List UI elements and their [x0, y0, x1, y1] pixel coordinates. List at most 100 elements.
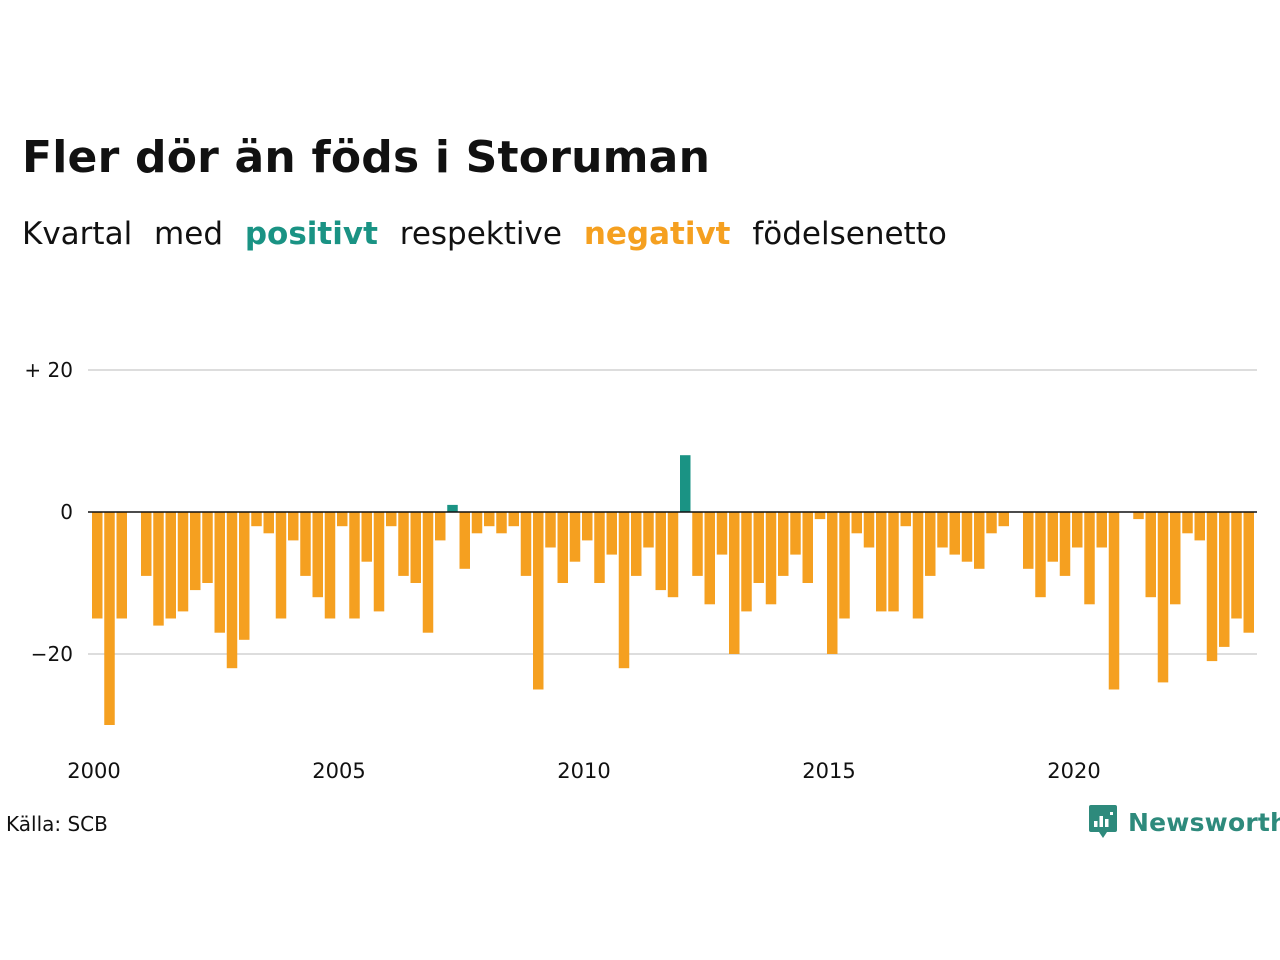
bar: [1035, 512, 1046, 598]
x-tick-label: 2020: [1047, 759, 1100, 783]
bar: [1219, 512, 1230, 647]
bar: [275, 512, 287, 619]
bar: [496, 512, 507, 534]
legend-negative-label: negativt: [583, 216, 731, 252]
bar: [508, 512, 519, 527]
bar: [569, 512, 581, 562]
bar: [1108, 512, 1120, 690]
bar: [410, 512, 421, 583]
bar: [226, 512, 238, 669]
bar: [1084, 512, 1095, 605]
bar-chart: + 20 0 −20 2000 2005 2010 2015 2020: [24, 358, 1257, 783]
bar: [557, 512, 568, 583]
bar: [92, 512, 103, 619]
bar: [1145, 512, 1156, 598]
x-tick-label: 2015: [802, 759, 855, 783]
x-tick-label: 2010: [557, 759, 610, 783]
subtitle-word-kvartal: Kvartal: [22, 216, 133, 252]
bar: [324, 512, 336, 619]
bar: [912, 512, 924, 619]
x-tick-label: 2000: [67, 759, 120, 783]
bar: [814, 512, 826, 520]
bar: [251, 512, 262, 527]
chart-subtitle: Kvartal med positivt respektive negativt…: [22, 216, 947, 252]
bar: [643, 512, 654, 548]
bar: [484, 512, 495, 527]
bar: [263, 512, 274, 534]
bar: [606, 512, 617, 555]
bar: [459, 512, 470, 569]
bar: [998, 512, 1009, 527]
bar: [618, 512, 630, 669]
bar: [337, 512, 348, 527]
subtitle-word-fodelsenetto: födelsenetto: [752, 216, 947, 252]
bar: [141, 512, 152, 576]
subtitle-word-med: med: [154, 216, 223, 252]
bar: [373, 512, 385, 612]
bar: [900, 512, 911, 527]
bar: [1023, 512, 1034, 569]
bar: [863, 512, 875, 548]
bar: [300, 512, 311, 576]
bar: [778, 512, 789, 576]
bar: [288, 512, 299, 541]
newsworthy-chart-icon: [1089, 805, 1117, 838]
legend-positive-label: positivt: [244, 216, 378, 252]
bar: [961, 512, 973, 562]
bars-layer: [92, 455, 1254, 725]
bar: [533, 512, 544, 690]
bar: [1072, 512, 1083, 548]
newsworthy-logo-text: Newsworthy: [1128, 807, 1280, 837]
bar: [888, 512, 899, 612]
bar: [974, 512, 985, 569]
x-tick-label: 2005: [312, 759, 365, 783]
bar: [655, 512, 666, 591]
bar: [839, 512, 850, 619]
y-tick-label: + 20: [24, 358, 73, 382]
chart-title: Fler dör än föds i Storuman: [22, 132, 711, 183]
newsworthy-logo: Newsworthy: [1088, 804, 1280, 840]
bar: [153, 512, 164, 626]
subtitle-word-respektive: respektive: [399, 216, 562, 252]
bar: [1182, 512, 1193, 534]
bar: [190, 512, 201, 591]
bar: [361, 512, 372, 562]
bar: [1133, 512, 1144, 520]
bar: [349, 512, 360, 619]
bar: [741, 512, 752, 612]
bar: [545, 512, 556, 548]
y-tick-label: 0: [60, 500, 73, 524]
bar: [986, 512, 997, 534]
y-axis-labels: + 20 0 −20: [24, 358, 73, 666]
x-axis-labels: 2000 2005 2010 2015 2020: [67, 759, 1100, 783]
y-tick-label: −20: [31, 642, 73, 666]
bar: [937, 512, 948, 548]
bar: [925, 512, 936, 576]
bar: [1059, 512, 1071, 576]
bar: [1206, 512, 1218, 662]
grid-layer: [88, 369, 1257, 655]
bar: [680, 455, 691, 512]
bar: [177, 512, 189, 612]
bar: [1096, 512, 1107, 548]
bar: [104, 512, 115, 725]
bar: [827, 512, 838, 654]
bar: [802, 512, 813, 583]
bar: [239, 512, 250, 640]
bar: [1231, 512, 1242, 619]
bar: [667, 512, 679, 598]
bar: [716, 512, 728, 555]
bar: [765, 512, 777, 605]
bar: [1157, 512, 1169, 683]
bar: [753, 512, 764, 583]
bar: [876, 512, 887, 612]
bar: [1194, 512, 1205, 541]
bar: [398, 512, 409, 576]
bar: [851, 512, 862, 534]
bar: [729, 512, 740, 654]
bar: [1047, 512, 1058, 562]
bar: [582, 512, 593, 541]
bar: [692, 512, 703, 576]
bar: [949, 512, 960, 555]
bar: [790, 512, 801, 555]
